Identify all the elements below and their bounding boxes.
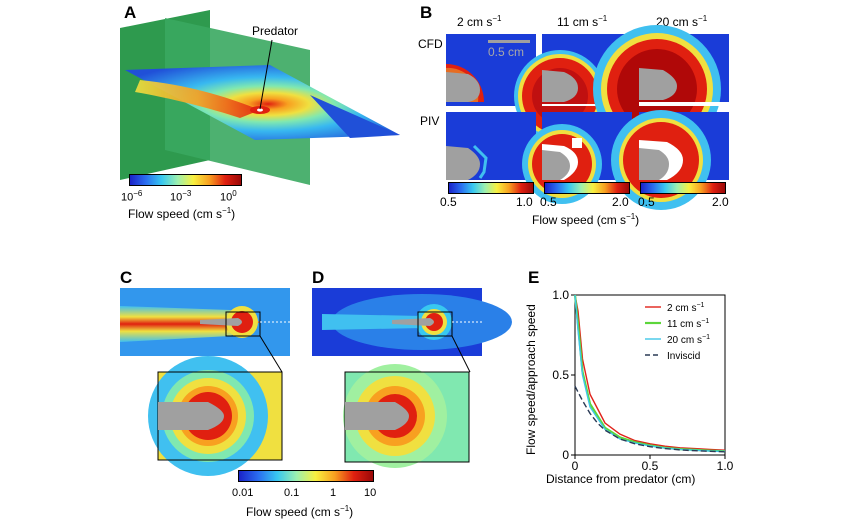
cb2-max: 2.0 <box>612 195 629 209</box>
predator-annotation: Predator <box>252 24 299 38</box>
series-line-0 <box>574 294 726 451</box>
panel-a-colorbar <box>129 174 242 186</box>
scale-bar <box>488 40 530 43</box>
legend-label-0: 2 cm s−1 <box>667 302 705 314</box>
panel-label-b: B <box>420 3 433 22</box>
row-label-piv: PIV <box>420 114 440 128</box>
panel-c-zoom-lines <box>259 335 283 373</box>
panel-a-tick-3: 100 <box>220 189 237 204</box>
legend-label-3: Inviscid <box>667 351 700 362</box>
col-header-3: 20 cm s−1 <box>656 14 708 29</box>
panel-label-a: A <box>124 3 137 22</box>
piv-20cm <box>611 110 729 210</box>
x-tick-label-2: 1.0 <box>717 459 734 473</box>
cfd-2cm <box>446 34 536 106</box>
cb1-max: 1.0 <box>516 195 533 209</box>
y-tick-label-2: 1.0 <box>552 288 569 302</box>
panel-d-flow <box>312 288 512 356</box>
cd-tick-4: 10 <box>364 487 377 499</box>
panel-label-e: E <box>528 268 540 287</box>
panel-b-colorbar-2 <box>544 182 630 194</box>
panel-e-chart: 0 0.5 1.0 0 0.5 1.0 2 cm s−1 11 cm s−1 20 cm s−1… <box>552 288 734 473</box>
cb3-max: 2.0 <box>712 195 729 209</box>
scale-bar-label: 0.5 cm <box>488 45 525 59</box>
x-axis-label: Distance from predator (cm) <box>546 472 696 486</box>
panel-a-tick-2: 10−3 <box>170 189 192 204</box>
panel-cd-colorbar-label: Flow speed (cm s−1) <box>246 504 354 519</box>
col-header-2: 11 cm s−1 <box>557 14 608 29</box>
cd-tick-3: 1 <box>330 487 337 499</box>
cb2-min: 0.5 <box>540 195 557 209</box>
series-line-3 <box>574 385 726 453</box>
panel-a-tick-1: 10−6 <box>121 189 143 204</box>
cd-tick-2: 0.1 <box>284 487 300 499</box>
y-axis-label: Flow speed/approach speed <box>524 304 538 455</box>
panel-label-d: D <box>312 268 325 287</box>
cd-tick-1: 0.01 <box>232 487 254 499</box>
panel-b-axis-label: Flow speed (cm s−1) <box>532 212 640 227</box>
cb1-min: 0.5 <box>440 195 457 209</box>
panel-c-flow <box>120 288 290 356</box>
panel-b-colorbar-1 <box>448 182 534 194</box>
y-tick-label-1: 0.5 <box>552 368 569 382</box>
legend-label-2: 20 cm s−1 <box>667 334 710 346</box>
panel-label-c: C <box>120 268 133 287</box>
panel-d-zoom-lines <box>451 335 471 373</box>
cfd-20cm <box>593 25 729 153</box>
row-label-cfd: CFD <box>418 37 443 51</box>
cb3-min: 0.5 <box>638 195 655 209</box>
piv-11cm <box>522 112 632 204</box>
panel-b-colorbar-3 <box>640 182 726 194</box>
col-header-1: 2 cm s−1 <box>457 14 502 29</box>
panel-a-3d-flow <box>120 10 400 185</box>
piv-2cm <box>446 112 536 180</box>
x-tick-label-1: 0.5 <box>642 459 659 473</box>
y-tick-label-0: 0 <box>562 448 569 462</box>
panel-c-zoom <box>148 356 283 476</box>
x-tick-label-0: 0 <box>572 459 579 473</box>
panel-cd-colorbar <box>238 470 374 482</box>
legend-label-1: 11 cm s−1 <box>667 318 709 330</box>
panel-a-colorbar-label: Flow speed (cm s−1) <box>128 206 236 221</box>
panel-d-zoom <box>343 364 470 468</box>
